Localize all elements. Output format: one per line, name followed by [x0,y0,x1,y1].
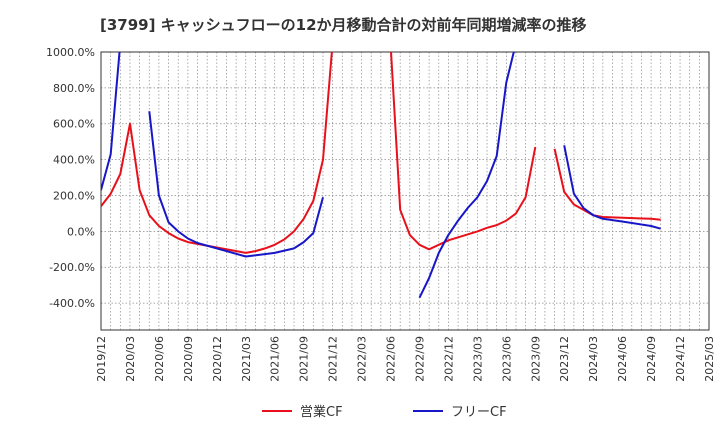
x-tick-label: 2020/09 [182,336,195,382]
x-tick-label: 2023/12 [558,336,571,382]
x-tick-label: 2020/06 [153,336,166,382]
x-tick-label: 2024/09 [645,336,658,382]
x-tick-label: 2022/09 [413,336,426,382]
x-tick-label: 2025/03 [703,336,716,382]
x-tick-label: 2023/06 [500,336,513,382]
x-tick-label: 2024/03 [587,336,600,382]
x-tick-label: 2021/03 [240,336,253,382]
x-tick-label: 2022/06 [385,336,398,382]
y-tick-label: 600.0% [53,118,95,131]
x-tick-label: 2020/12 [211,336,224,382]
y-tick-label: 1000.0% [46,46,95,59]
y-tick-label: 0.0% [67,225,95,238]
y-tick-label: -400.0% [49,297,95,310]
x-tick-label: 2021/12 [327,336,340,382]
x-tick-label: 2023/03 [471,336,484,382]
x-tick-label: 2021/06 [269,336,282,382]
chart-title: [3799] キャッシュフローの12か月移動合計の対前年同期増減率の推移 [100,16,587,34]
x-tick-label: 2020/03 [124,336,137,382]
plot-area-frame [100,51,710,331]
x-tick-label: 2021/09 [298,336,311,382]
y-tick-label: 200.0% [53,189,95,202]
y-tick-label: 400.0% [53,154,95,167]
x-tick-label: 2022/03 [356,336,369,382]
x-tick-label: 2023/09 [529,336,542,382]
legend-label-free-cf: フリーCF [451,405,507,420]
series-line-free-cf [101,52,661,299]
x-tick-label: 2024/12 [674,336,687,382]
x-tick-label: 2024/06 [616,336,629,382]
y-tick-label: -200.0% [49,261,95,274]
y-tick-label: 800.0% [53,82,95,95]
x-tick-label: 2019/12 [95,336,108,382]
x-tick-label: 2022/12 [442,336,455,382]
legend-label-operating-cf: 営業CF [300,404,343,420]
